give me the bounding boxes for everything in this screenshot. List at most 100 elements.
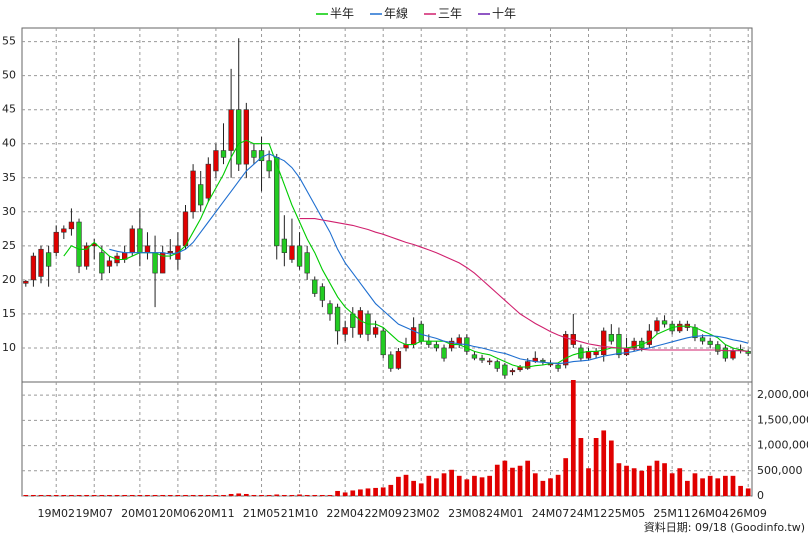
- legend-label: 三年: [438, 7, 462, 21]
- candle-body: [372, 327, 379, 335]
- candle-body: [106, 260, 113, 267]
- x-tick-label: 24M12: [570, 507, 608, 520]
- candle-body: [236, 109, 242, 165]
- volume-bar: [31, 494, 36, 496]
- volume-bar: [152, 494, 158, 496]
- volume-bar: [646, 465, 652, 496]
- y2-tick-label: 500,000: [757, 464, 803, 477]
- candle-body: [540, 359, 546, 362]
- volume-bar: [213, 494, 219, 496]
- volume-bar: [69, 494, 74, 496]
- volume-bar: [380, 487, 386, 496]
- volume-bar: [251, 494, 257, 496]
- candle-body: [274, 157, 280, 247]
- volume-bar: [555, 474, 561, 496]
- x-tick-label: 20M06: [159, 507, 197, 520]
- y-tick-label: 25: [2, 239, 16, 252]
- candle-body: [380, 330, 386, 356]
- volume-bar: [243, 493, 249, 496]
- volume-bar: [449, 469, 454, 496]
- volume-bar: [631, 468, 637, 496]
- volume-bar: [586, 468, 591, 496]
- candle-body: [304, 252, 310, 274]
- volume-bar: [715, 478, 721, 496]
- volume-bar: [487, 475, 493, 496]
- volume-bar: [532, 473, 538, 496]
- source-note: 資料日期: 09/18 (Goodinfo.tw): [644, 520, 805, 534]
- volume-bar: [601, 430, 607, 496]
- candle-body: [289, 245, 295, 260]
- candle-body: [38, 248, 44, 277]
- y-tick-label: 20: [2, 273, 16, 286]
- candle-body: [715, 344, 721, 352]
- volume-bar: [426, 475, 432, 496]
- candle-body: [730, 351, 736, 359]
- candle-body: [23, 280, 29, 284]
- volume-bar: [517, 465, 523, 496]
- candle-body: [83, 245, 90, 267]
- volume-bar: [274, 494, 280, 496]
- candle-body: [312, 279, 318, 294]
- volume-bar: [281, 494, 287, 496]
- candle-body: [486, 360, 493, 363]
- ma-line: [299, 218, 749, 352]
- volume-bar: [707, 475, 713, 496]
- candle-body: [190, 170, 196, 213]
- candle-body: [281, 238, 288, 253]
- volume-bar: [53, 494, 59, 496]
- x-tick-label: 26M04: [691, 507, 729, 520]
- y-tick-label: 30: [2, 205, 16, 218]
- x-tick-label: 19M02: [37, 507, 75, 520]
- volume-bar: [23, 494, 29, 496]
- volume-bar: [221, 494, 226, 496]
- candle-body: [395, 351, 402, 369]
- candle-body: [555, 364, 561, 369]
- candle-body: [722, 347, 729, 359]
- candle-body: [99, 252, 105, 274]
- candle-body: [631, 340, 637, 349]
- volume-bar: [129, 494, 135, 496]
- volume-bar: [312, 494, 318, 496]
- y2-tick-label: 1,000,000: [757, 439, 808, 452]
- volume-bar: [738, 485, 743, 496]
- candle-body: [129, 228, 135, 253]
- volume-bar: [692, 473, 698, 496]
- volume-bar: [418, 483, 424, 496]
- volume-bar: [563, 458, 569, 496]
- candle-body: [601, 330, 607, 356]
- volume-bar: [639, 470, 645, 496]
- candle-body: [479, 357, 485, 361]
- candle-body: [53, 231, 59, 253]
- volume-bar: [61, 494, 67, 496]
- volume-bar: [205, 494, 211, 496]
- candle-body: [502, 364, 508, 376]
- candle-body: [661, 320, 668, 325]
- plot-frame: [21, 27, 753, 497]
- x-tick-label: 25M05: [608, 507, 646, 520]
- volume-bar: [236, 493, 242, 496]
- x-tick-label: 22M09: [364, 507, 402, 520]
- candle-body: [433, 344, 440, 349]
- candle-body: [441, 347, 447, 359]
- candle-body: [152, 252, 158, 274]
- volume-bar: [122, 494, 128, 496]
- candle-body: [296, 245, 303, 267]
- volume-bar: [662, 463, 667, 496]
- volume-bar: [434, 478, 439, 496]
- candle-body: [616, 334, 622, 356]
- volume-bar: [175, 494, 181, 496]
- candle-body: [167, 250, 173, 253]
- x-tick-label: 23M02: [402, 507, 440, 520]
- y2-tick-label: 0: [757, 489, 764, 502]
- y-tick-label: 50: [2, 69, 16, 82]
- volume-bar: [456, 475, 462, 496]
- volume-bar: [342, 492, 348, 496]
- candle-body: [144, 245, 151, 253]
- candle-body: [509, 370, 516, 373]
- volume-bar: [510, 467, 515, 496]
- candle-body: [342, 327, 348, 335]
- candle-body: [243, 109, 249, 165]
- volume-bar: [593, 438, 599, 496]
- volume-bar: [396, 476, 401, 496]
- x-tick-label: 22M04: [326, 507, 364, 520]
